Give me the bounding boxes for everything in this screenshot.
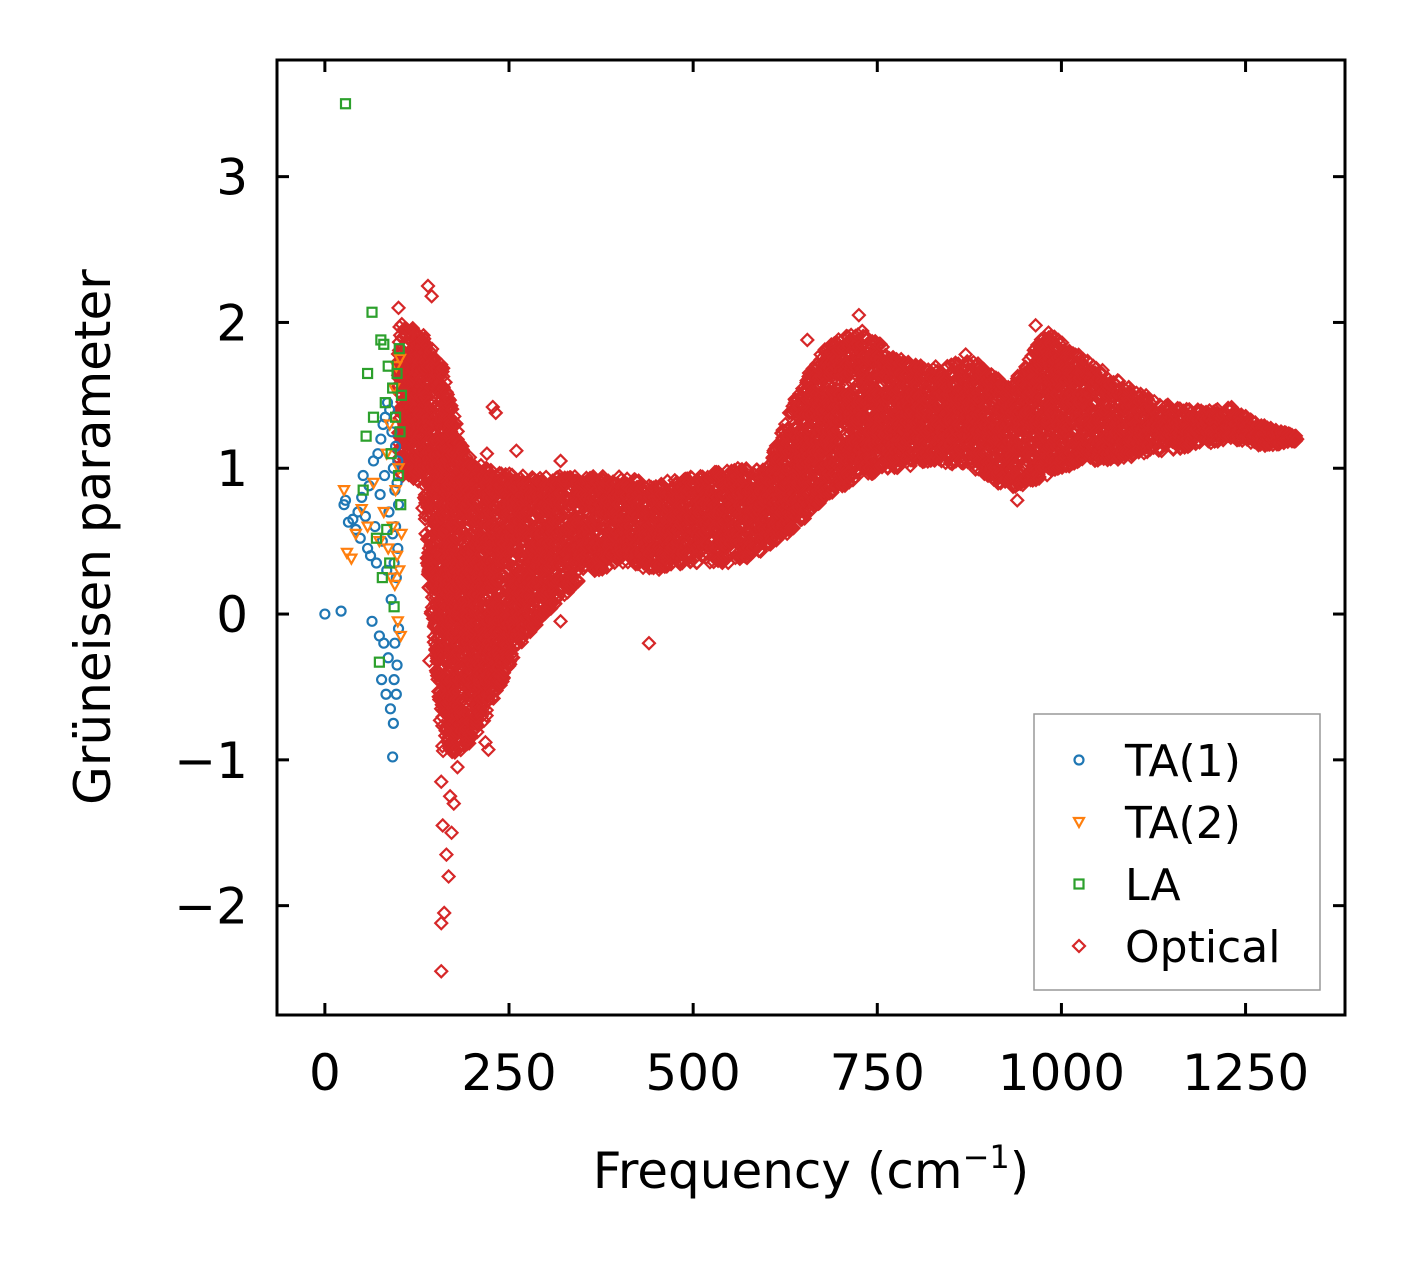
data-point-optical [785,520,802,536]
series-optical [390,278,1305,979]
data-point-optical [489,571,505,587]
data-point-optical [442,659,458,675]
data-point-optical [524,592,540,608]
data-point-optical [444,401,460,417]
data-point-optical [446,408,462,424]
data-point-optical [447,744,463,760]
data-point-optical [443,398,459,414]
data-point-optical [600,558,616,574]
data-point-optical [479,702,495,718]
data-point-optical [687,549,703,566]
data-point-optical [567,468,583,485]
data-point-optical [783,520,799,536]
data-point-optical [585,468,601,485]
data-point-optical [838,377,854,393]
data-point-optical [753,543,769,560]
data-point-optical [435,360,451,376]
data-point-optical [570,573,586,590]
data-point-optical [469,724,485,740]
data-point-optical [843,327,859,343]
data-point-optical [505,650,521,666]
data-point-optical [500,649,516,665]
plot-area [319,98,1305,979]
data-point-optical [448,416,464,432]
